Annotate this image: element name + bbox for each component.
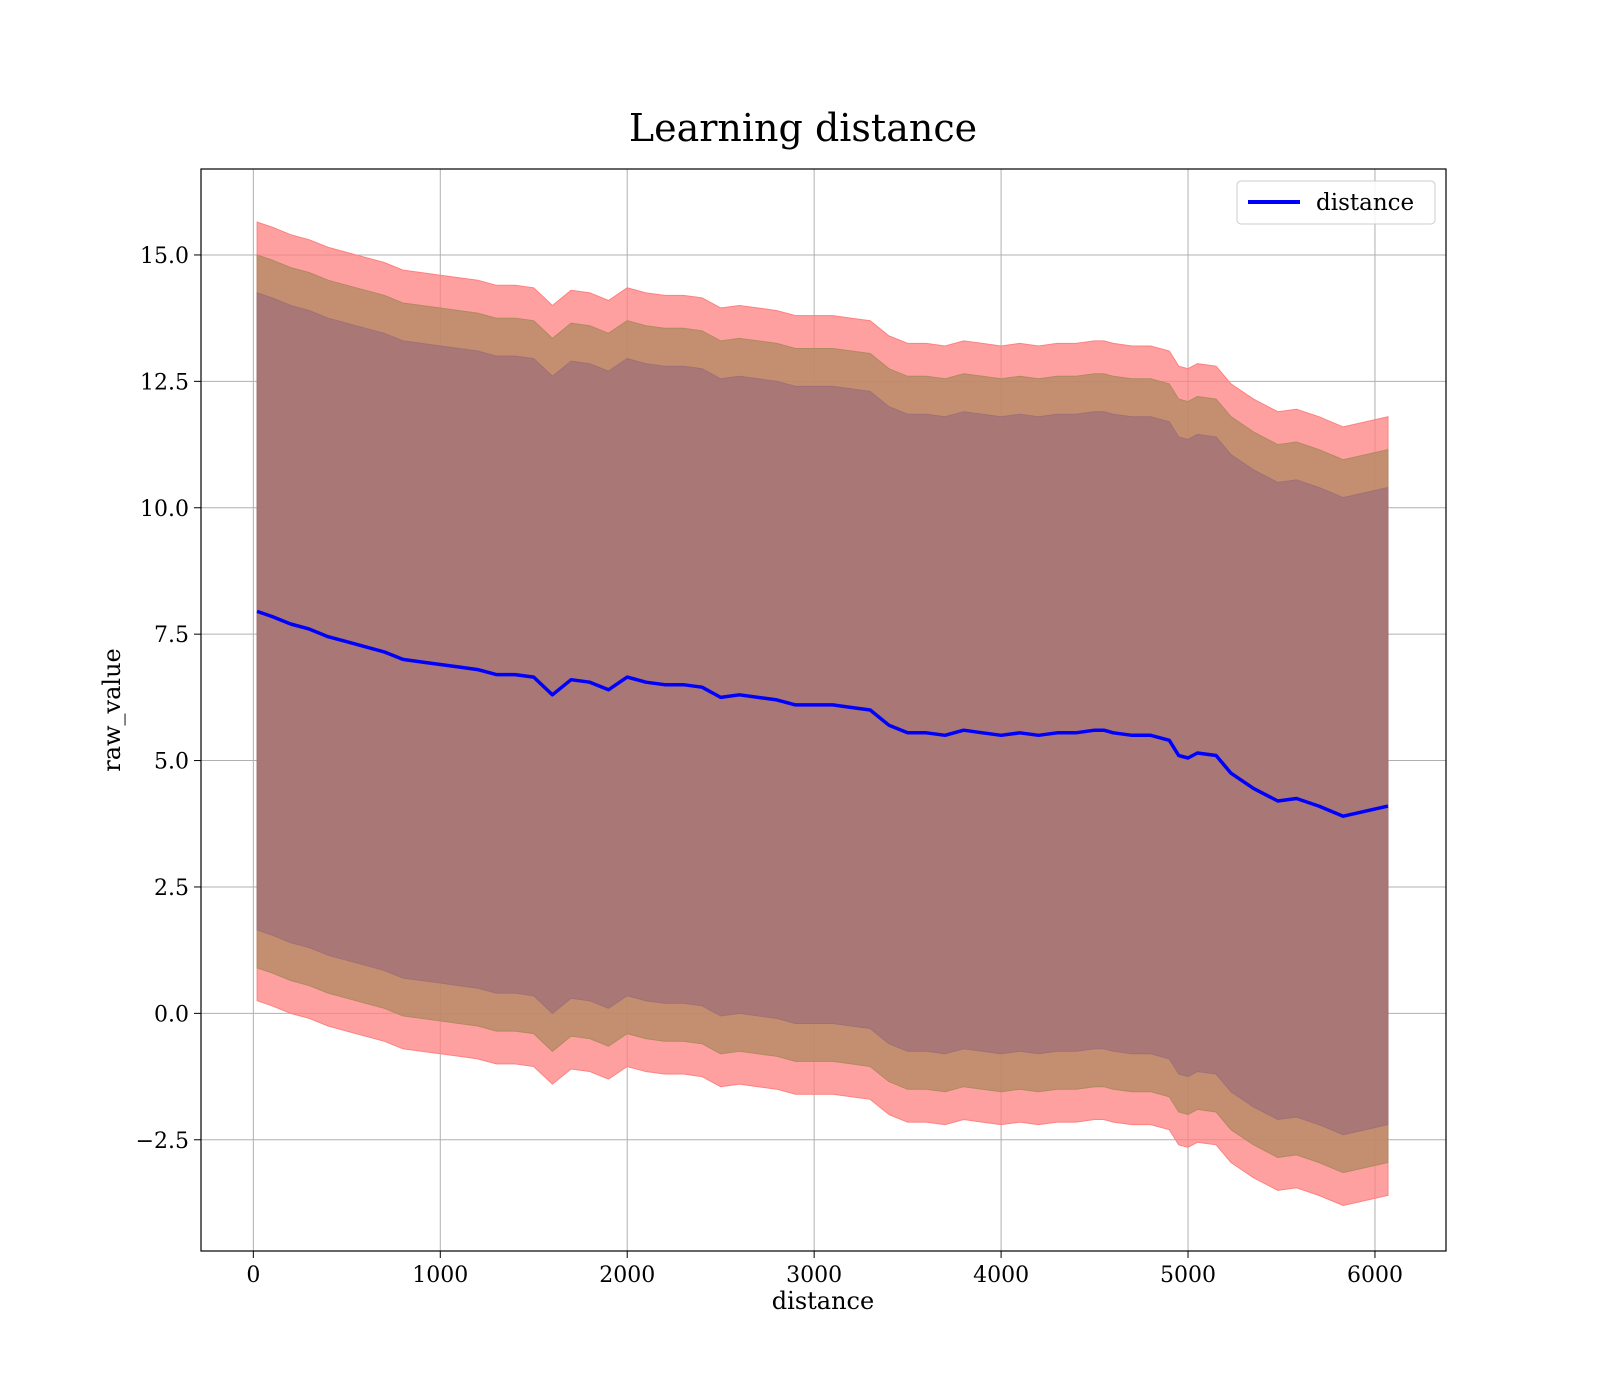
y-tick-label: 0.0 xyxy=(154,1002,189,1027)
x-tick-label: 3000 xyxy=(786,1263,842,1288)
chart-title: Learning distance xyxy=(629,106,977,150)
x-axis-ticks: 0 1000 2000 3000 4000 5000 6000 xyxy=(246,1251,1403,1288)
x-tick-label: 4000 xyxy=(973,1263,1029,1288)
x-axis-label: distance xyxy=(772,1287,874,1315)
x-tick-label: 1000 xyxy=(412,1263,468,1288)
x-tick-label: 2000 xyxy=(599,1263,655,1288)
x-tick-label: 0 xyxy=(246,1263,260,1288)
x-tick-label: 6000 xyxy=(1347,1263,1403,1288)
legend-box xyxy=(1236,180,1436,225)
y-tick-label: 2.5 xyxy=(154,876,189,901)
y-tick-label: 7.5 xyxy=(154,623,189,648)
series-line-distance xyxy=(256,609,1389,818)
y-tick-label: 15.0 xyxy=(140,244,189,269)
y-axis-label: raw_value xyxy=(98,648,126,772)
x-tick-label: 5000 xyxy=(1160,1263,1216,1288)
y-tick-label: 12.5 xyxy=(140,370,189,395)
std-bands xyxy=(256,221,1389,1207)
y-axis-ticks: −2.5 0.0 2.5 5.0 7.5 10.0 12.5 15.0 xyxy=(136,244,201,1154)
series-lines xyxy=(256,609,1389,818)
y-tick-label: 5.0 xyxy=(154,750,189,775)
y-tick-label: 10.0 xyxy=(140,497,189,522)
legend: distance xyxy=(1236,180,1436,225)
band-inner xyxy=(256,292,1389,1136)
y-tick-label: −2.5 xyxy=(136,1129,189,1154)
plot-frame xyxy=(200,168,1447,1252)
legend-label-distance: distance xyxy=(1316,190,1414,216)
